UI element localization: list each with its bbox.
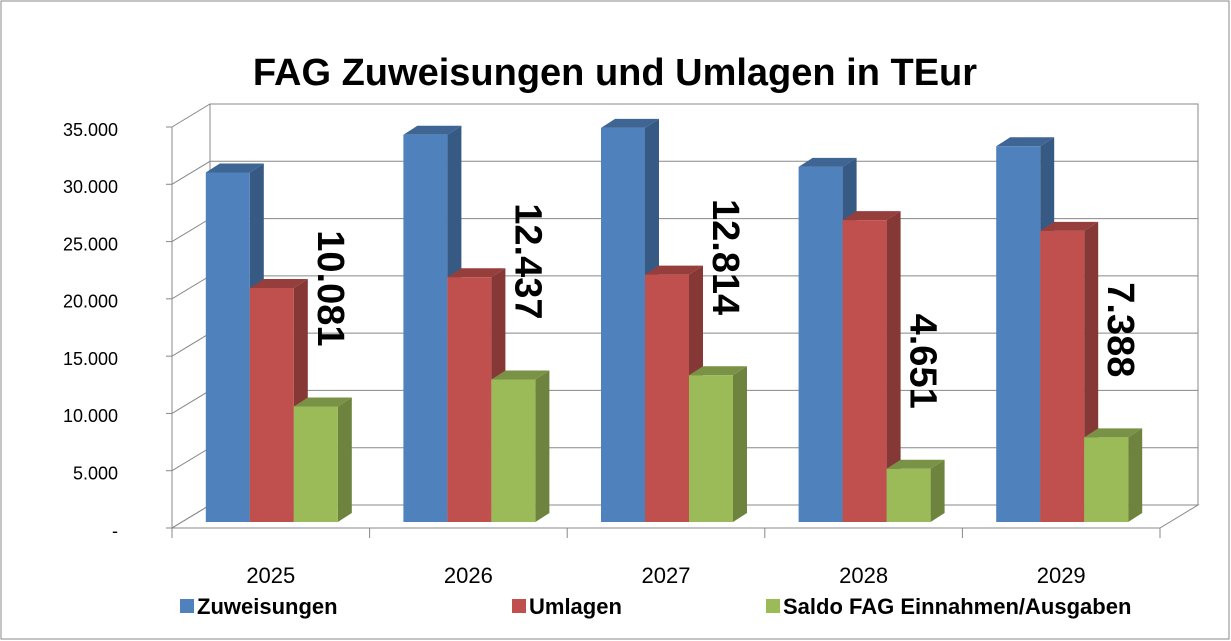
bar-front <box>403 134 448 522</box>
bar <box>491 370 550 522</box>
x-tick-label: 2025 <box>246 563 295 588</box>
y-tick-label: 20.000 <box>63 292 118 312</box>
legend-label: Umlagen <box>529 594 622 619</box>
y-tick-label: 30.000 <box>63 177 118 197</box>
bar-side <box>930 459 945 522</box>
bar-front <box>996 146 1041 522</box>
bar <box>689 366 747 522</box>
bar-side <box>886 211 901 523</box>
value-label: 7.388 <box>1099 282 1141 377</box>
x-tick-label: 2026 <box>444 563 493 588</box>
x-tick-label: 2029 <box>1037 563 1086 588</box>
legend-swatch <box>512 599 526 613</box>
bar-front <box>205 172 250 523</box>
bar-front <box>293 406 338 522</box>
bar-top <box>293 397 352 407</box>
bar-front <box>842 220 887 523</box>
y-tick-label: - <box>112 521 118 541</box>
y-tick-label: 25.000 <box>63 234 118 254</box>
value-label: 10.081 <box>309 230 351 346</box>
y-tick-label: 35.000 <box>63 120 118 140</box>
bar-side <box>1128 428 1143 522</box>
y-tick-label: 5.000 <box>73 463 118 483</box>
bar-top <box>447 268 506 278</box>
bar-top <box>645 265 703 275</box>
legend-label: Saldo FAG Einnahmen/Ausgaben <box>783 594 1131 619</box>
value-label: 12.814 <box>704 199 746 315</box>
bar-top <box>205 163 264 173</box>
bar-side <box>733 366 747 522</box>
y-tick-label: 10.000 <box>63 406 118 426</box>
bar-top <box>1084 428 1143 438</box>
bar-front <box>1084 437 1129 522</box>
bar-top <box>601 118 659 128</box>
chart-title: FAG Zuweisungen und Umlagen in TEur <box>253 52 977 94</box>
y-tick-label: 15.000 <box>63 349 118 369</box>
bar-top <box>996 137 1055 147</box>
bar-front <box>886 468 931 522</box>
bar <box>842 211 901 523</box>
bar-front <box>798 166 843 523</box>
legend-swatch <box>180 599 194 613</box>
bar-front <box>645 274 689 522</box>
legend-swatch <box>766 599 780 613</box>
bar-top <box>842 211 901 221</box>
bar-front <box>249 288 294 522</box>
bar-front <box>601 127 645 523</box>
bar-side <box>535 370 550 522</box>
bar-top <box>491 370 550 380</box>
bar-top <box>249 279 308 289</box>
bar-top <box>1040 221 1099 231</box>
bar-top <box>798 157 857 167</box>
bar <box>1084 428 1143 522</box>
bar-front <box>447 277 492 522</box>
bar-side <box>337 397 352 522</box>
bar-top <box>689 366 747 376</box>
value-label: 12.437 <box>506 203 548 319</box>
grid-line <box>171 160 1198 185</box>
bar-top <box>886 459 945 469</box>
grid-line <box>171 103 1198 128</box>
bar <box>886 459 945 522</box>
value-label: 4.651 <box>902 314 944 409</box>
bar <box>293 397 352 522</box>
bar <box>1040 221 1099 523</box>
x-tick-label: 2028 <box>839 563 888 588</box>
legend-label: Zuweisungen <box>197 594 338 619</box>
bar-top <box>403 125 462 135</box>
x-tick-label: 2027 <box>642 563 691 588</box>
bar-front <box>491 379 536 522</box>
bar-front <box>1040 230 1085 523</box>
bar-front <box>689 375 733 522</box>
